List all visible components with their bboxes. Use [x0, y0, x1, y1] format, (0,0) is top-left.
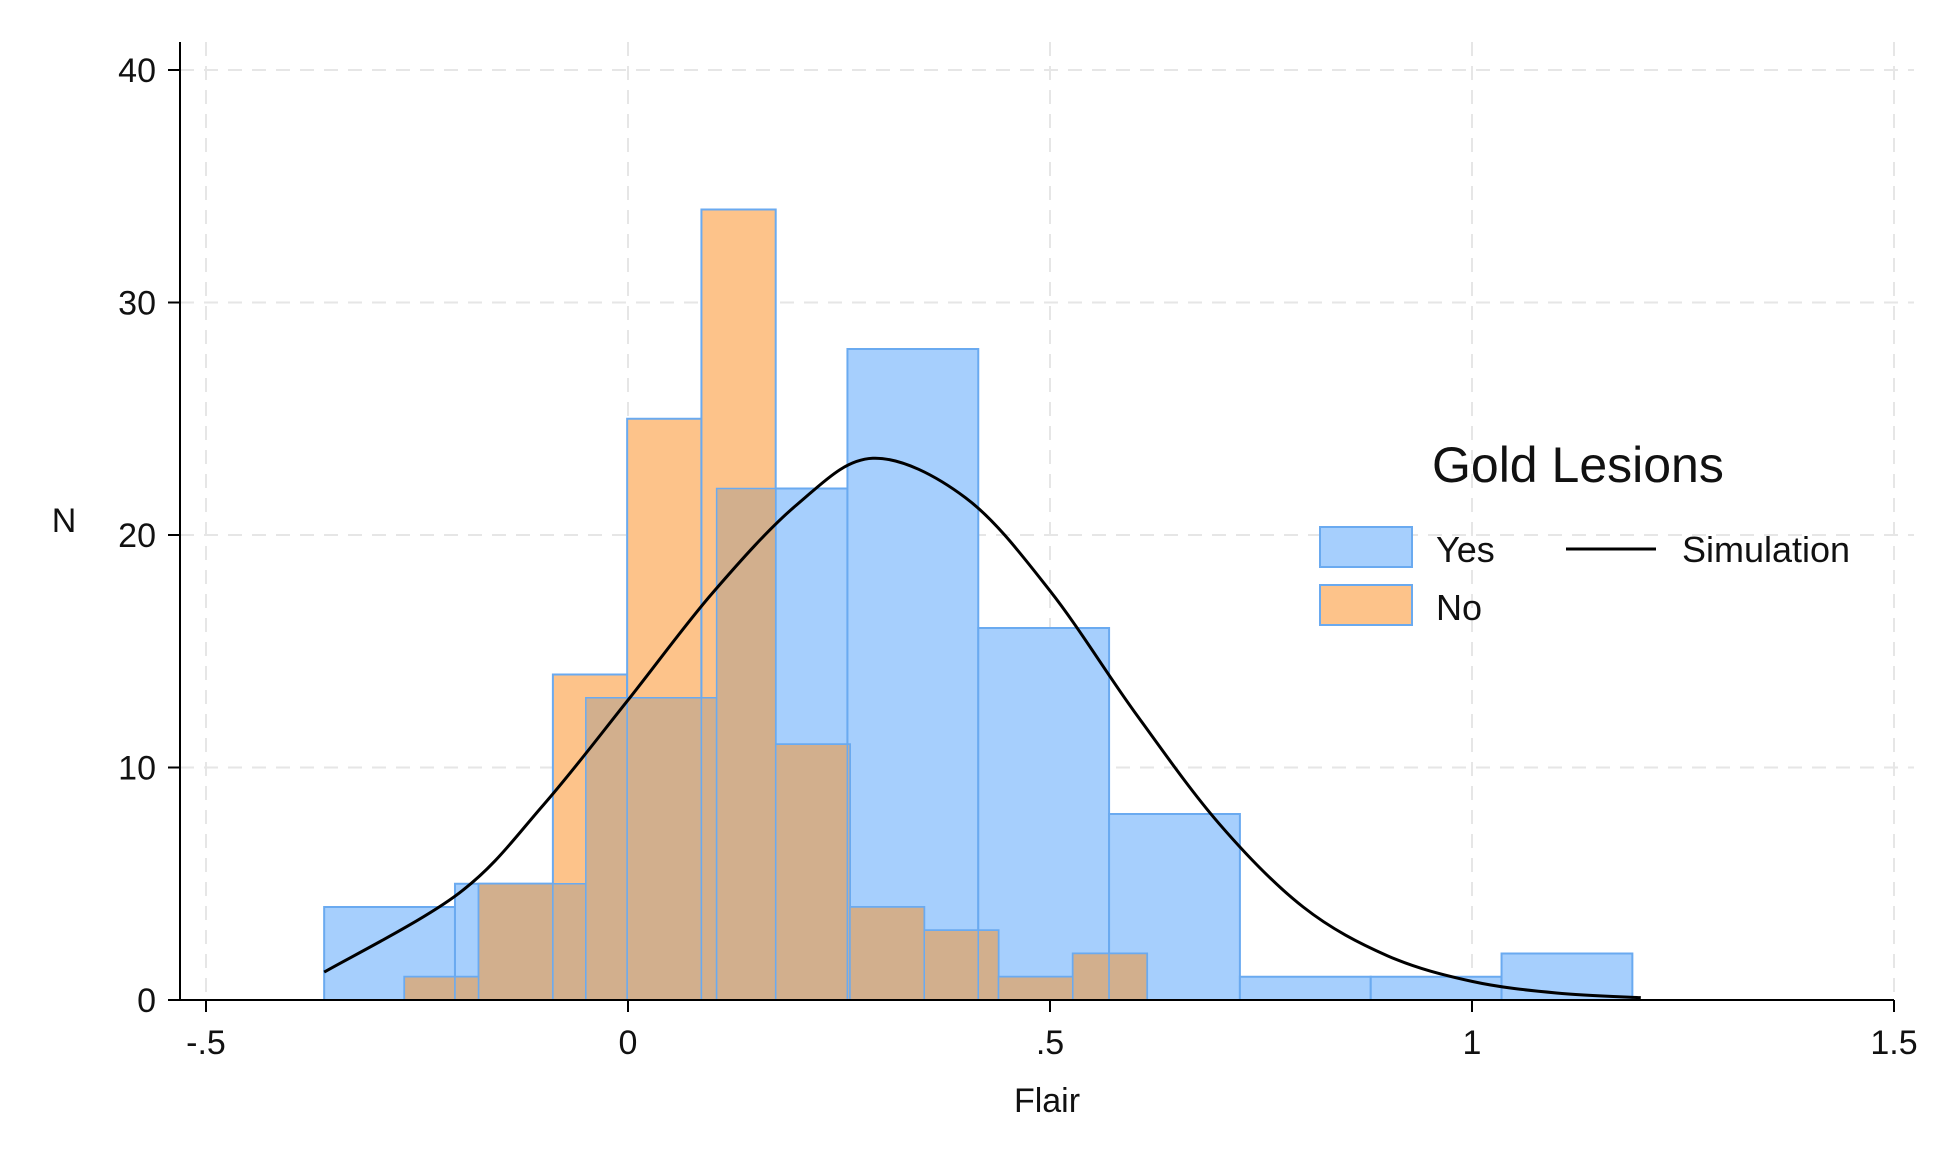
legend-swatch-yes — [1319, 526, 1413, 568]
x-axis-title: Flair — [1014, 1082, 1080, 1120]
bar-overlap-12 — [977, 929, 1000, 1001]
x-tick-label-3: 1 — [1463, 1024, 1482, 1062]
x-tick-label-4: 1.5 — [1870, 1024, 1917, 1062]
bar-overlap-4 — [585, 697, 628, 1001]
legend-label-no: No — [1436, 587, 1482, 628]
y-tick-label-0: 0 — [137, 982, 156, 1020]
bar-yes-4 — [846, 348, 980, 1001]
legend-swatch-no — [1319, 584, 1413, 626]
bar-overlap-1 — [454, 976, 480, 1001]
bar-overlap-8 — [774, 743, 849, 1001]
simulation-line — [323, 456, 1641, 1000]
simulation-curve — [323, 456, 1641, 1000]
bar-overlap-5 — [626, 697, 703, 1001]
bar-overlap-11 — [923, 929, 980, 1001]
x-tick-label-2: .5 — [1036, 1024, 1064, 1062]
bar-overlap-6 — [700, 697, 718, 1001]
bar-yes-9 — [1500, 952, 1634, 1001]
x-tick-label-0: -.5 — [186, 1024, 226, 1062]
y-tick-label-3: 30 — [118, 285, 156, 323]
legend: Gold Lesions Yes No Simulation — [1319, 437, 1850, 628]
y-axis-title: N — [52, 502, 77, 540]
legend-label-yes: Yes — [1436, 529, 1495, 570]
bar-overlap-15 — [1108, 952, 1148, 1001]
bar-overlap-10 — [849, 906, 925, 1001]
bar-overlap-7 — [715, 487, 777, 1001]
bar-overlap-0 — [403, 976, 456, 1001]
bar-overlap-2 — [477, 883, 554, 1001]
x-tick-label-1: 0 — [619, 1024, 638, 1062]
overlap-bars — [403, 487, 1148, 1001]
bar-overlap-14 — [1072, 952, 1110, 1001]
bar-overlap-13 — [997, 976, 1074, 1001]
tick-labels: -.5 0 .5 1 1.5 0 10 20 30 40 — [118, 52, 1917, 1062]
bar-yes-8 — [1369, 975, 1503, 1001]
bar-overlap-3 — [552, 883, 587, 1001]
bar-yes-7 — [1238, 975, 1372, 1001]
legend-label-simulation: Simulation — [1682, 529, 1850, 570]
y-tick-label-2: 20 — [118, 517, 156, 555]
y-tick-label-4: 40 — [118, 52, 156, 90]
bar-yes-5 — [977, 627, 1111, 1001]
legend-title: Gold Lesions — [1432, 437, 1724, 493]
y-tick-label-1: 10 — [118, 750, 156, 788]
